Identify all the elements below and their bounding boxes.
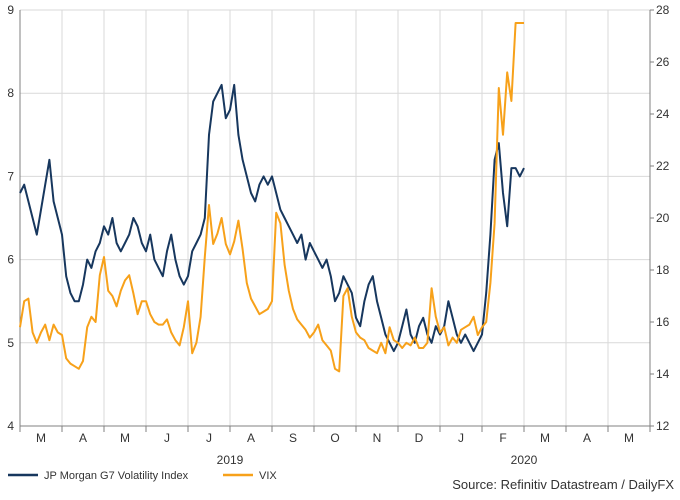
left-tick-label: 6 [7, 253, 14, 267]
x-month-label: F [499, 431, 506, 445]
right-tick-label: 12 [656, 419, 670, 433]
left-tick-label: 5 [7, 336, 14, 350]
x-month-label: A [247, 431, 255, 445]
x-month-label: N [373, 431, 382, 445]
x-month-label: O [330, 431, 339, 445]
x-year-label: 2019 [217, 453, 244, 467]
vix-line [19, 22, 524, 373]
left-tick-label: 8 [7, 86, 14, 100]
right-tick-label: 18 [656, 263, 670, 277]
right-tick-label: 24 [656, 107, 670, 121]
x-month-label: D [415, 431, 424, 445]
left-y-axis: 4 5 6 7 8 9 [7, 3, 21, 433]
x-month-label: M [540, 431, 550, 445]
series-lines [19, 22, 525, 373]
x-month-label: A [583, 431, 591, 445]
x-axis: M A M J J A S O N D J F M A M 2019 2020 [19, 425, 651, 467]
right-tick-label: 20 [656, 211, 670, 225]
x-month-label: S [289, 431, 297, 445]
x-month-label: M [120, 431, 130, 445]
x-month-label: M [36, 431, 46, 445]
right-tick-label: 22 [656, 159, 670, 173]
right-tick-label: 16 [656, 315, 670, 329]
right-y-axis: 12 14 16 18 20 22 24 26 28 [649, 3, 670, 433]
x-month-label: A [79, 431, 87, 445]
x-month-label: J [206, 431, 212, 445]
legend: JP Morgan G7 Volatility Index VIX [8, 470, 277, 482]
x-month-label: J [458, 431, 464, 445]
legend-label: JP Morgan G7 Volatility Index [44, 470, 189, 482]
legend-label: VIX [259, 470, 277, 482]
right-tick-label: 26 [656, 55, 670, 69]
plot-area-background [20, 10, 650, 426]
jpm-g7-volatility-line [19, 83, 525, 353]
x-year-label: 2020 [511, 453, 538, 467]
x-month-label: J [164, 431, 170, 445]
x-month-label: M [624, 431, 634, 445]
right-tick-label: 28 [656, 3, 670, 17]
source-note: Source: Refinitiv Datastream / DailyFX [452, 477, 674, 492]
left-tick-label: 7 [7, 169, 14, 183]
right-tick-label: 14 [656, 367, 670, 381]
left-tick-label: 9 [7, 3, 14, 17]
left-tick-label: 4 [7, 419, 14, 433]
